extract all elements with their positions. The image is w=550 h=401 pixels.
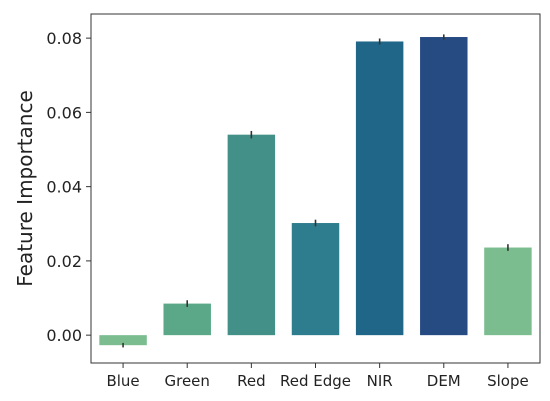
x-axis-ticks: Blue Green Red Red Edge NIR DEM Slope (106, 363, 529, 390)
y-tick-label: 0.08 (46, 29, 82, 48)
bar-marks (99, 37, 532, 346)
bar-slope (484, 247, 532, 336)
y-axis-label: Feature Importance (13, 90, 37, 287)
x-tick-label: NIR (367, 372, 393, 390)
x-tick-label: Slope (487, 372, 529, 390)
x-tick-label: Blue (106, 372, 139, 390)
y-axis-ticks: 0.00 0.02 0.04 0.06 0.08 (46, 29, 91, 345)
x-tick-label: Green (164, 372, 209, 390)
y-tick-label: 0.04 (46, 178, 82, 197)
x-tick-label: Red Edge (280, 372, 351, 390)
error-bars (122, 34, 509, 348)
bar-blue (99, 335, 147, 346)
y-tick-label: 0.00 (46, 326, 82, 345)
bar-red-edge (291, 223, 340, 336)
bar-red (227, 134, 276, 336)
bar-dem (420, 37, 468, 336)
y-tick-label: 0.02 (46, 252, 82, 271)
x-tick-label: DEM (427, 372, 461, 390)
bar-nir (355, 41, 404, 336)
bar-green (163, 303, 211, 336)
y-tick-label: 0.06 (46, 103, 82, 122)
x-tick-label: Red (237, 372, 266, 390)
